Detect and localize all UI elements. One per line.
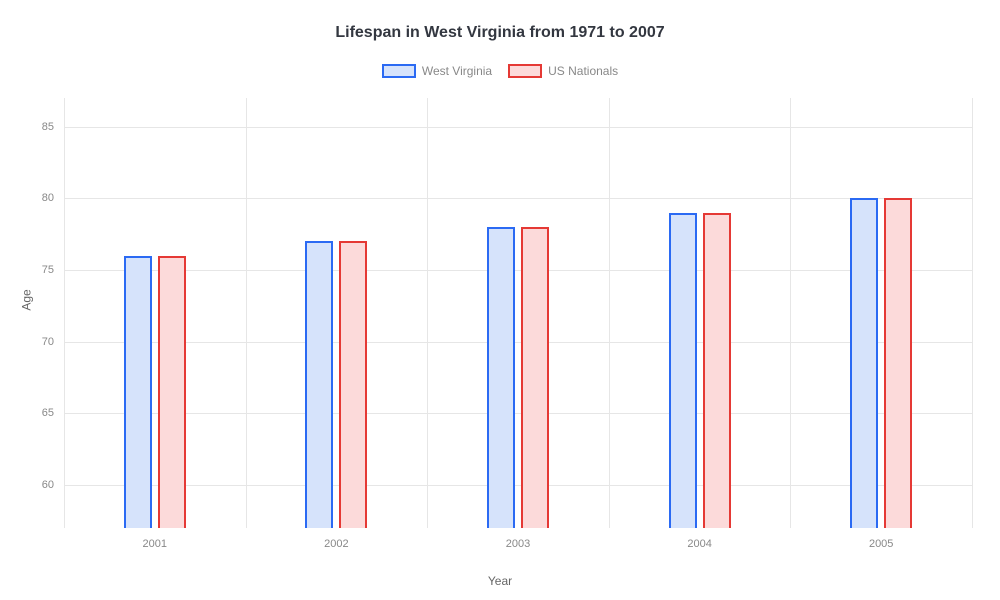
bar <box>487 227 515 528</box>
gridline-horizontal <box>64 413 972 414</box>
x-axis-label: Year <box>488 574 512 588</box>
gridline-horizontal <box>64 198 972 199</box>
x-tick-label: 2001 <box>143 528 167 550</box>
gridline-vertical <box>972 98 973 528</box>
legend-item: West Virginia <box>382 64 492 78</box>
x-tick-label: 2005 <box>869 528 893 550</box>
bar <box>669 213 697 528</box>
y-tick-label: 65 <box>24 407 64 419</box>
legend: West Virginia US Nationals <box>0 64 1000 78</box>
x-tick-label: 2002 <box>324 528 348 550</box>
bar <box>305 241 333 528</box>
bar <box>703 213 731 528</box>
gridline-vertical <box>609 98 610 528</box>
bar <box>124 256 152 528</box>
x-tick-label: 2004 <box>687 528 711 550</box>
gridline-horizontal <box>64 127 972 128</box>
y-axis-label: Age <box>20 289 34 310</box>
y-tick-label: 80 <box>24 192 64 204</box>
gridline-vertical <box>64 98 65 528</box>
bar <box>850 198 878 528</box>
bar <box>884 198 912 528</box>
gridline-vertical <box>246 98 247 528</box>
gridline-vertical <box>790 98 791 528</box>
legend-item: US Nationals <box>508 64 618 78</box>
y-tick-label: 85 <box>24 121 64 133</box>
y-tick-label: 70 <box>24 336 64 348</box>
y-tick-label: 75 <box>24 264 64 276</box>
legend-label: US Nationals <box>548 64 618 78</box>
chart-title: Lifespan in West Virginia from 1971 to 2… <box>0 0 1000 42</box>
gridline-horizontal <box>64 270 972 271</box>
legend-swatch <box>508 64 542 78</box>
y-tick-label: 60 <box>24 479 64 491</box>
legend-swatch <box>382 64 416 78</box>
bar <box>339 241 367 528</box>
legend-label: West Virginia <box>422 64 492 78</box>
x-tick-label: 2003 <box>506 528 530 550</box>
plot-area: 60657075808520012002200320042005 <box>64 98 972 528</box>
chart-container: Lifespan in West Virginia from 1971 to 2… <box>0 0 1000 600</box>
gridline-vertical <box>427 98 428 528</box>
bar <box>521 227 549 528</box>
gridline-horizontal <box>64 342 972 343</box>
bar <box>158 256 186 528</box>
gridline-horizontal <box>64 485 972 486</box>
